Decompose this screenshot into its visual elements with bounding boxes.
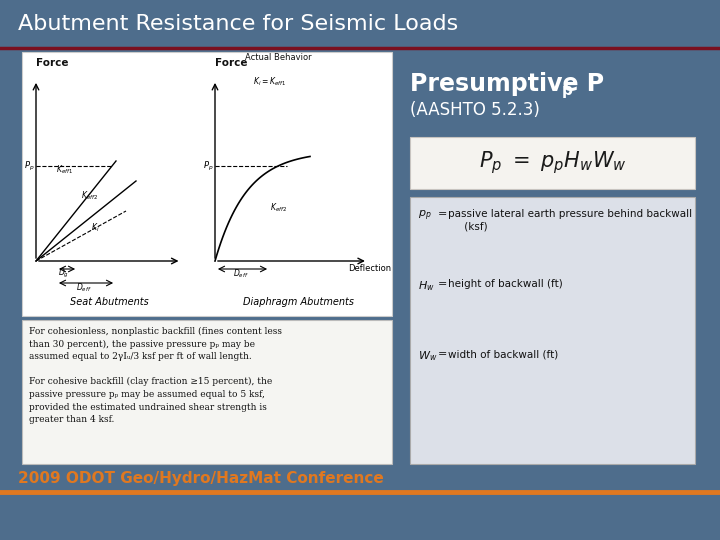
Text: For cohesionless, nonplastic backfill (fines content less
than 30 percent), the : For cohesionless, nonplastic backfill (f…: [29, 327, 282, 424]
Text: $K_i=K_{eff1}$: $K_i=K_{eff1}$: [253, 76, 286, 89]
Text: Force: Force: [36, 58, 68, 68]
Text: height of backwall (ft): height of backwall (ft): [448, 279, 563, 289]
Text: Actual Behavior: Actual Behavior: [245, 53, 312, 62]
Text: $K_i$: $K_i$: [91, 222, 99, 234]
Text: $K_{eff2}$: $K_{eff2}$: [270, 202, 287, 214]
Text: Presumptive P: Presumptive P: [410, 72, 604, 96]
FancyBboxPatch shape: [410, 137, 695, 189]
Text: $W_w$: $W_w$: [418, 349, 437, 363]
Text: $P_p$: $P_p$: [24, 159, 35, 173]
Text: passive lateral earth pressure behind backwall
     (ksf): passive lateral earth pressure behind ba…: [448, 209, 692, 232]
Text: 2009 ODOT Geo/Hydro/HazMat Conference: 2009 ODOT Geo/Hydro/HazMat Conference: [18, 470, 384, 485]
Text: Diaphragm Abutments: Diaphragm Abutments: [243, 297, 354, 307]
FancyBboxPatch shape: [410, 197, 695, 464]
Text: p: p: [562, 84, 573, 98]
Text: =: =: [438, 349, 447, 360]
Bar: [22, 52, 392, 316]
Text: Deflection: Deflection: [348, 264, 391, 273]
Text: $p_p$: $p_p$: [418, 209, 432, 224]
Text: $H_w$: $H_w$: [418, 279, 435, 293]
Text: $P_p \ = \ p_p H_w W_w$: $P_p \ = \ p_p H_w W_w$: [479, 150, 626, 177]
Text: $K_{eff2}$: $K_{eff2}$: [81, 190, 98, 202]
Text: Seat Abutments: Seat Abutments: [71, 297, 149, 307]
Text: width of backwall (ft): width of backwall (ft): [448, 349, 558, 360]
Text: $P_p$: $P_p$: [203, 159, 214, 173]
Text: $D_{eff}$: $D_{eff}$: [233, 268, 248, 280]
Text: $D_g$: $D_g$: [58, 267, 69, 280]
Text: Force: Force: [215, 58, 248, 68]
Text: =: =: [438, 279, 447, 289]
Text: =: =: [438, 209, 447, 219]
Bar: [0, 0, 720, 48]
Text: (AASHTO 5.2.3): (AASHTO 5.2.3): [410, 101, 540, 119]
Text: $K_{eff1}$: $K_{eff1}$: [56, 164, 73, 177]
Text: $D_{eff}$: $D_{eff}$: [76, 282, 91, 294]
Text: Abutment Resistance for Seismic Loads: Abutment Resistance for Seismic Loads: [18, 14, 458, 34]
Bar: [22, 320, 392, 464]
